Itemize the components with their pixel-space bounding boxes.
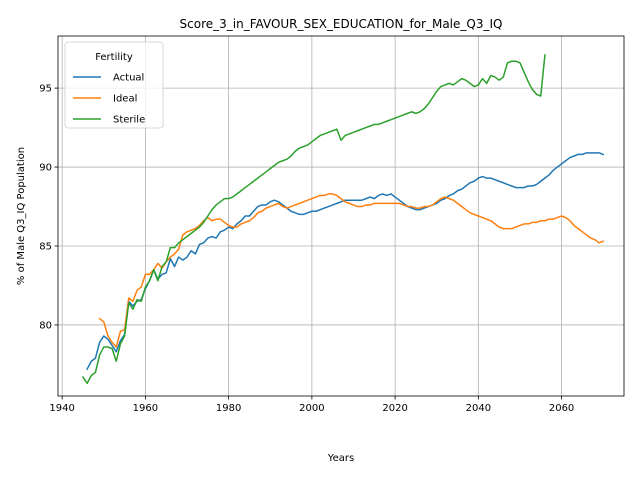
legend-label-actual: Actual xyxy=(113,73,144,84)
legend-title: Fertility xyxy=(95,52,133,63)
x-axis-ticks: 1940 1960 1980 2000 2020 2040 2060 xyxy=(49,396,574,414)
x-tick-label: 2060 xyxy=(549,403,574,414)
x-axis-label: Years xyxy=(327,453,354,464)
y-tick-label: 90 xyxy=(39,163,52,174)
legend: Fertility Actual Ideal Sterile xyxy=(64,41,164,129)
y-axis-label: % of Male Q3_IQ Population xyxy=(16,147,27,285)
legend-label-ideal: Ideal xyxy=(113,94,137,105)
y-tick-label: 85 xyxy=(39,242,52,253)
y-tick-label: 80 xyxy=(39,320,52,331)
y-tick-label: 95 xyxy=(39,84,52,95)
series-line-sterile xyxy=(81,54,546,385)
legend-entries: Actual Ideal Sterile xyxy=(73,73,145,126)
legend-label-sterile: Sterile xyxy=(113,115,145,126)
x-tick-label: 1980 xyxy=(216,403,241,414)
series-line-actual xyxy=(86,152,605,371)
series-line-ideal xyxy=(98,193,605,348)
x-tick-label: 1940 xyxy=(49,403,74,414)
legend-box xyxy=(64,41,164,129)
x-tick-label: 2020 xyxy=(382,403,407,414)
axes-frame xyxy=(57,35,625,397)
series-lines xyxy=(81,54,605,385)
x-tick-label: 2000 xyxy=(299,403,324,414)
x-tick-label: 1960 xyxy=(133,403,158,414)
x-tick-label: 2040 xyxy=(466,403,491,414)
y-axis-ticks: 80 85 90 95 xyxy=(39,84,58,331)
chart-title: Score_3_in_FAVOUR_SEX_EDUCATION_for_Male… xyxy=(180,17,503,31)
